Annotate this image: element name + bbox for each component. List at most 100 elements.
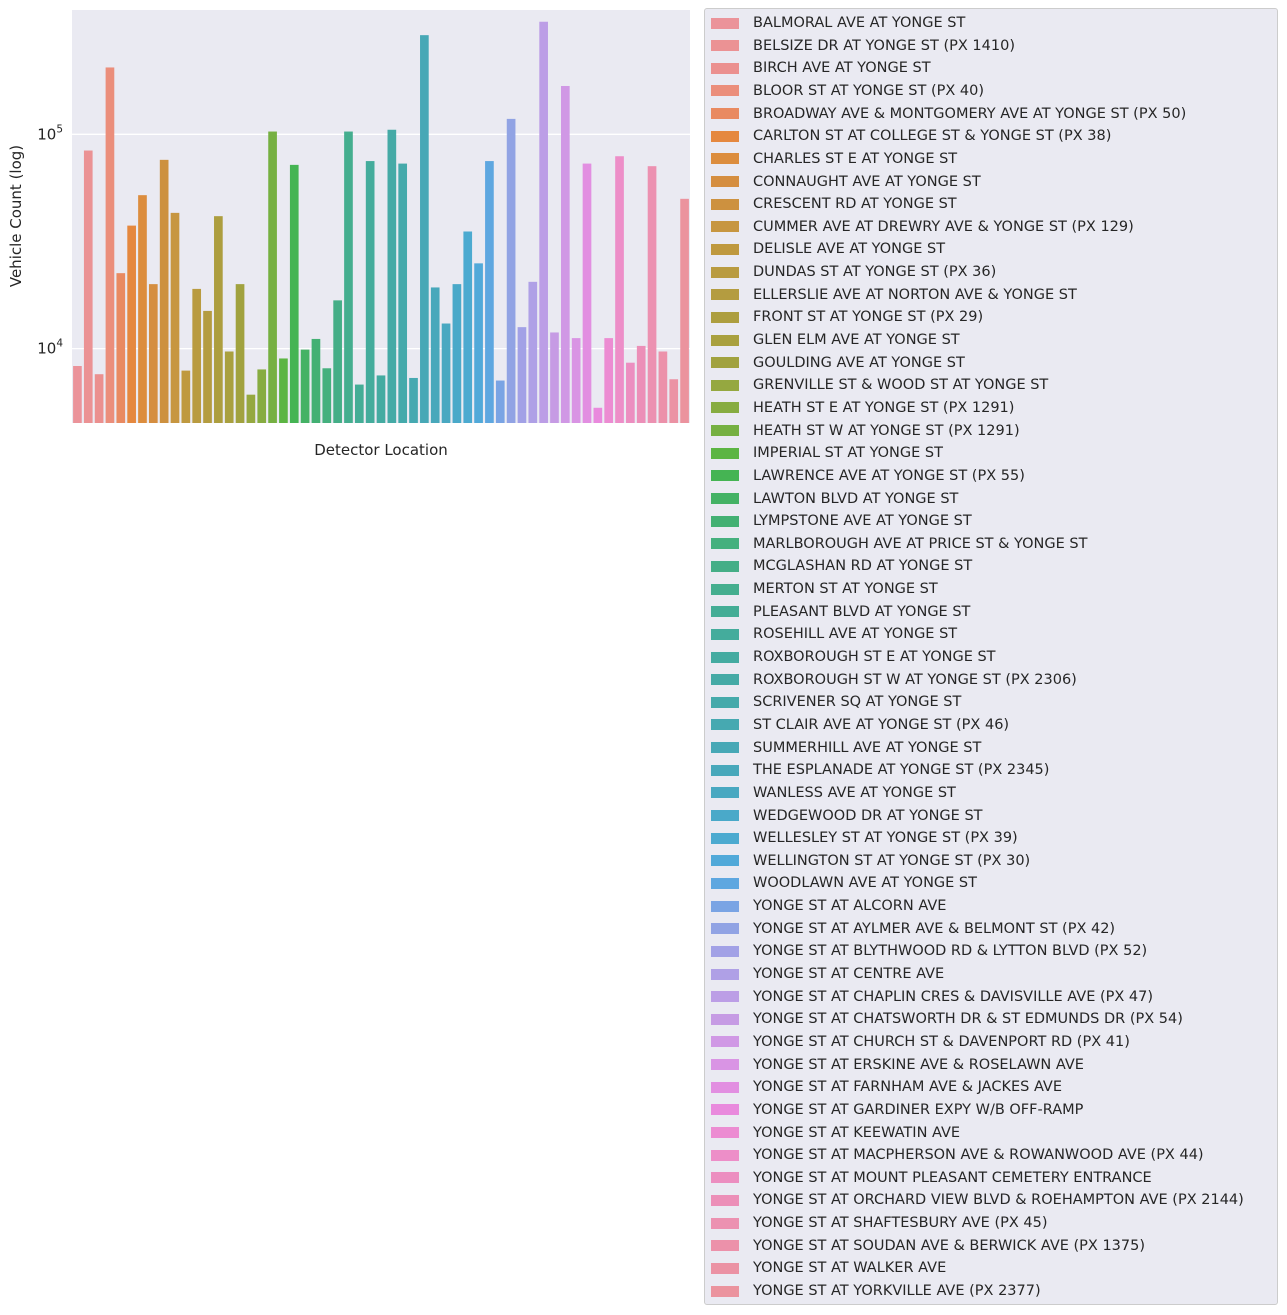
- legend-label: PLEASANT BLVD AT YONGE ST: [753, 603, 971, 620]
- bar: [159, 159, 169, 423]
- legend-label: BALMORAL AVE AT YONGE ST: [753, 15, 966, 31]
- legend-label: BLOOR ST AT YONGE ST (PX 40): [753, 82, 985, 99]
- legend-swatch: [711, 153, 739, 165]
- bar: [83, 150, 93, 423]
- legend-label: YONGE ST AT CENTRE AVE: [753, 966, 945, 982]
- legend-label: BROADWAY AVE & MONTGOMERY AVE AT YONGE S…: [753, 105, 1187, 122]
- legend-item: BELSIZE DR AT YONGE ST (PX 1410): [711, 36, 1015, 56]
- bar: [138, 195, 147, 423]
- legend-label: THE ESPLANADE AT YONGE ST (PX 2345): [753, 762, 1050, 779]
- legend-label: ROXBOROUGH ST E AT YONGE ST: [753, 649, 996, 665]
- legend-label: MARLBOROUGH AVE AT PRICE ST & YONGE ST: [753, 535, 1088, 552]
- legend-item: PLEASANT BLVD AT YONGE ST: [711, 602, 970, 622]
- legend-swatch: [711, 221, 739, 233]
- bar: [452, 284, 462, 423]
- legend-item: ROXBOROUGH ST W AT YONGE ST (PX 2306): [711, 670, 1077, 690]
- legend-label: YONGE ST AT WALKER AVE: [753, 1260, 947, 1277]
- legend-label: YONGE ST AT FARNHAM AVE & JACKES AVE: [753, 1079, 1063, 1096]
- legend-item: YONGE ST AT MOUNT PLEASANT CEMETERY ENTR…: [711, 1168, 1152, 1188]
- legend-label: MERTON ST AT YONGE ST: [753, 581, 938, 598]
- legend-label: DUNDAS ST AT YONGE ST (PX 36): [753, 264, 997, 281]
- legend-item: GRENVILLE ST & WOOD ST AT YONGE ST: [711, 375, 1048, 395]
- legend-item: LYMPSTONE AVE AT YONGE ST: [711, 511, 972, 531]
- legend-swatch: [711, 1036, 739, 1048]
- legend-swatch: [711, 945, 739, 957]
- legend-label: DELISLE AVE AT YONGE ST: [753, 241, 946, 258]
- bar: [235, 284, 245, 423]
- bar: [344, 131, 353, 424]
- bar: [463, 231, 473, 423]
- legend-swatch: [711, 62, 739, 74]
- legend-item: YONGE ST AT CHATSWORTH DR & ST EDMUNDS D…: [711, 1009, 1183, 1029]
- legend-label: CHARLES ST E AT YONGE ST: [753, 150, 958, 167]
- legend-label: YONGE ST AT MACPHERSON AVE & ROWANWOOD A…: [753, 1147, 1204, 1164]
- legend-swatch: [711, 1059, 739, 1071]
- legend-swatch: [711, 560, 739, 572]
- legend-label: GLEN ELM AVE AT YONGE ST: [753, 332, 960, 348]
- legend-item: HEATH ST E AT YONGE ST (PX 1291): [711, 398, 1014, 418]
- legend-item: SUMMERHILL AVE AT YONGE ST: [711, 738, 981, 758]
- legend-swatch: [711, 176, 739, 187]
- legend-item: YONGE ST AT CENTRE AVE: [711, 964, 944, 984]
- legend-item: YONGE ST AT CHAPLIN CRES & DAVISVILLE AV…: [711, 987, 1153, 1007]
- legend-item: BROADWAY AVE & MONTGOMERY AVE AT YONGE S…: [711, 104, 1186, 124]
- legend-swatch: [711, 628, 739, 640]
- bar: [528, 281, 538, 423]
- bar: [485, 161, 494, 424]
- bar: [279, 358, 288, 423]
- legend-item: YONGE ST AT BLYTHWOOD RD & LYTTON BLVD (…: [711, 941, 1147, 961]
- bar: [105, 67, 115, 423]
- legend-item: THE ESPLANADE AT YONGE ST (PX 2345): [711, 760, 1049, 780]
- legend-swatch: [711, 583, 739, 595]
- legend-swatch: [711, 674, 739, 686]
- legend-label: CONNAUGHT AVE AT YONGE ST: [753, 173, 981, 190]
- legend-label: SCRIVENER SQ AT YONGE ST: [753, 694, 962, 711]
- legend-label: YONGE ST AT YORKVILLE AVE (PX 2377): [753, 1283, 1041, 1299]
- y-tick-label: 105: [37, 123, 63, 143]
- legend-label: ELLERSLIE AVE AT NORTON AVE & YONGE ST: [753, 286, 1077, 303]
- legend-item: WANLESS AVE AT YONGE ST: [711, 783, 956, 803]
- legend-item: HEATH ST W AT YONGE ST (PX 1291): [711, 421, 1020, 441]
- legend-item: YONGE ST AT ERSKINE AVE & ROSELAWN AVE: [711, 1055, 1084, 1075]
- bar: [420, 35, 429, 424]
- legend-swatch: [711, 379, 739, 391]
- legend-label: YONGE ST AT CHURCH ST & DAVENPORT RD (PX…: [753, 1033, 1130, 1050]
- legend-item: YONGE ST AT CHURCH ST & DAVENPORT RD (PX…: [711, 1032, 1130, 1052]
- legend-label: BIRCH AVE AT YONGE ST: [753, 60, 931, 77]
- legend-swatch: [711, 1149, 739, 1161]
- bar: [224, 351, 234, 423]
- bar: [387, 129, 397, 423]
- bar: [626, 362, 635, 423]
- legend-swatch: [711, 1172, 739, 1184]
- legend-item: YONGE ST AT WALKER AVE: [711, 1258, 946, 1278]
- legend-item: YONGE ST AT YORKVILLE AVE (PX 2377): [711, 1281, 1041, 1301]
- legend-item: SCRIVENER SQ AT YONGE ST: [711, 692, 961, 712]
- legend-label: IMPERIAL ST AT YONGE ST: [753, 445, 943, 462]
- legend-label: LYMPSTONE AVE AT YONGE ST: [753, 513, 972, 530]
- y-tick-labels: 104 105: [37, 123, 63, 357]
- legend-item: MARLBOROUGH AVE AT PRICE ST & YONGE ST: [711, 534, 1087, 554]
- legend-label: YONGE ST AT ALCORN AVE: [753, 898, 947, 915]
- bar: [409, 377, 418, 423]
- legend-item: ROSEHILL AVE AT YONGE ST: [711, 624, 957, 644]
- legend-label: LAWRENCE AVE AT YONGE ST (PX 55): [753, 467, 1025, 484]
- legend-item: YONGE ST AT ALCORN AVE: [711, 896, 946, 916]
- legend-item: MCGLASHAN RD AT YONGE ST: [711, 556, 972, 576]
- legend-label: CARLTON ST AT COLLEGE ST & YONGE ST (PX …: [753, 128, 1112, 145]
- legend-label: GOULDING AVE AT YONGE ST: [753, 354, 965, 371]
- bar: [571, 338, 581, 423]
- bar: [398, 163, 408, 423]
- legend-item: CRESCENT RD AT YONGE ST: [711, 194, 957, 214]
- bar: [73, 366, 82, 423]
- legend-item: MERTON ST AT YONGE ST: [711, 579, 938, 599]
- legend-item: CONNAUGHT AVE AT YONGE ST: [711, 172, 981, 192]
- chart-area: 104 105 Vehicle Count (log) Detector Loca…: [7, 10, 690, 459]
- bar: [354, 384, 364, 423]
- legend-item: YONGE ST AT ORCHARD VIEW BLVD & ROEHAMPT…: [711, 1190, 1244, 1210]
- legend-swatch: [711, 968, 739, 980]
- legend-label: SUMMERHILL AVE AT YONGE ST: [753, 739, 982, 756]
- bar: [658, 351, 668, 423]
- legend-label: YONGE ST AT CHAPLIN CRES & DAVISVILLE AV…: [753, 988, 1154, 1005]
- legend-swatch: [711, 447, 739, 459]
- legend-swatch: [711, 1240, 739, 1252]
